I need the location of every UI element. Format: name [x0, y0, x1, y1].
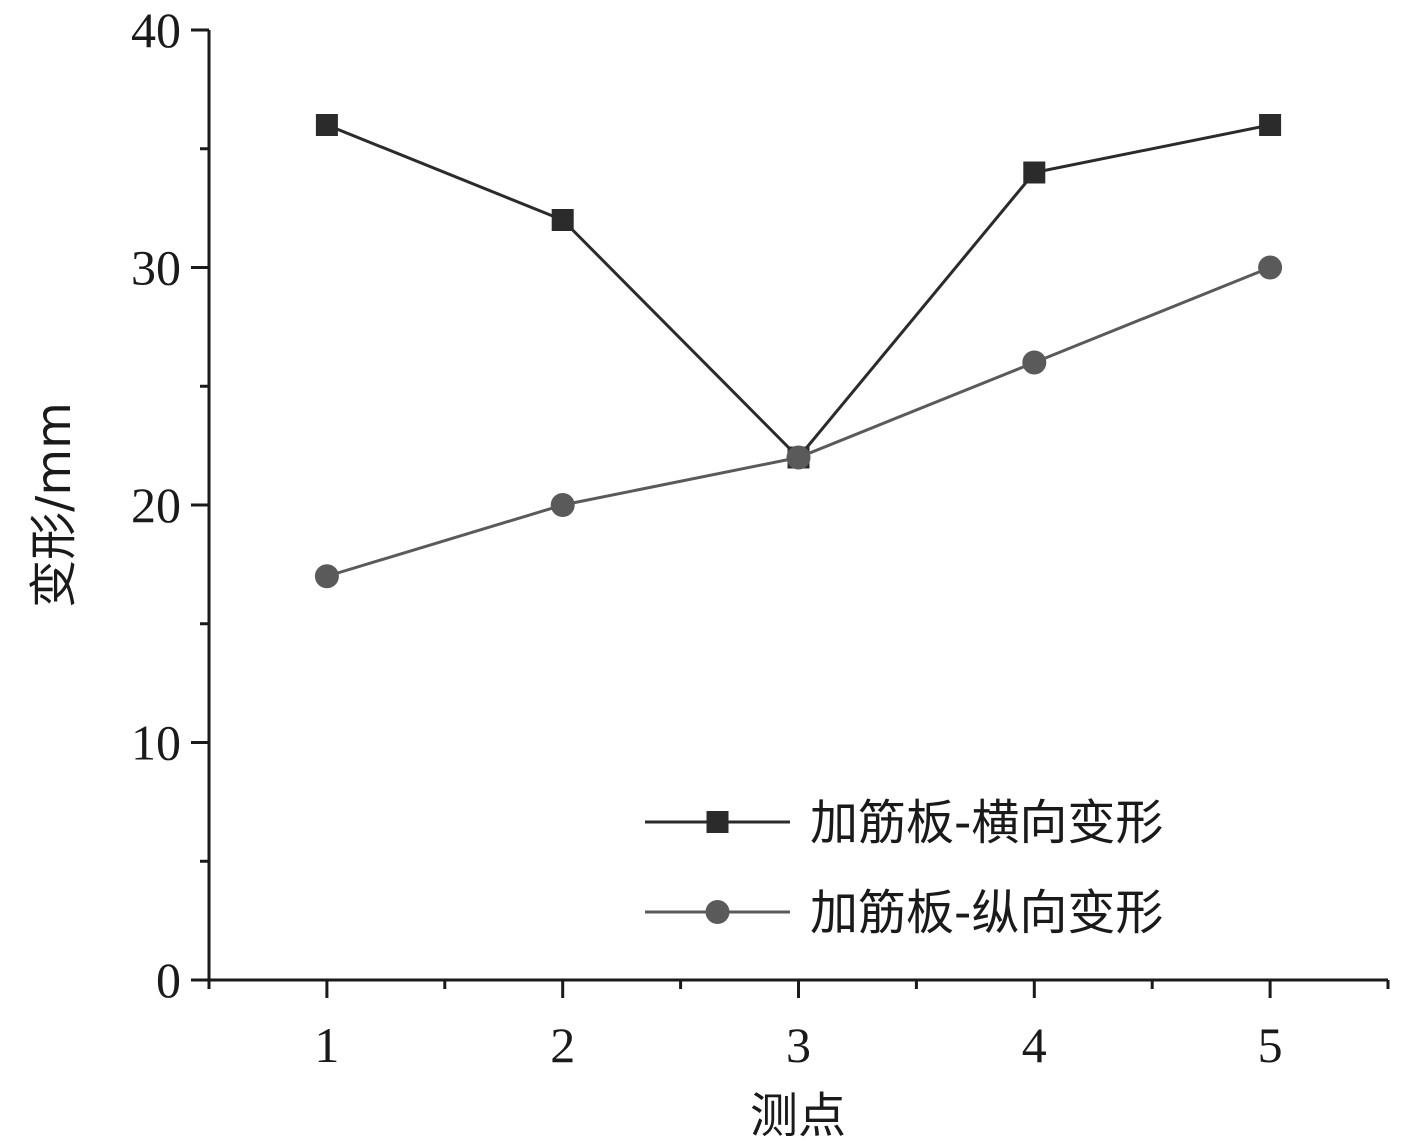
x-tick-label: 5: [1258, 1017, 1283, 1073]
data-point: [551, 209, 574, 231]
data-point: [786, 445, 811, 470]
legend-item-2: 加筋板-纵向变形: [645, 885, 1163, 941]
y-tick-label: 40: [131, 2, 181, 58]
legend-label: 加筋板-纵向变形: [810, 885, 1163, 941]
legend-label: 加筋板-横向变形: [810, 795, 1163, 851]
data-point: [1258, 255, 1283, 280]
y-tick-label: 30: [131, 240, 181, 296]
series-line: [326, 123, 1271, 460]
data-point: [550, 493, 575, 517]
axes: 0 10 20 30 40 1 2 3 4 5: [131, 2, 1390, 1073]
y-tick-label: 10: [131, 715, 181, 771]
series-2: [314, 255, 1283, 589]
legend-marker: [706, 811, 729, 833]
x-tick-label: 2: [550, 1017, 575, 1073]
data-point: [315, 114, 338, 136]
y-tick-label: 20: [131, 477, 181, 533]
y-axis-title: 变形/mm: [26, 402, 82, 608]
series-layer: [314, 114, 1283, 589]
series-1: [315, 114, 1282, 469]
data-point: [314, 564, 339, 589]
x-tick-label: 1: [314, 1017, 339, 1073]
data-point: [1023, 161, 1046, 184]
x-tick-label: 4: [1022, 1017, 1047, 1073]
legend-marker: [705, 900, 730, 924]
data-point: [1022, 350, 1047, 375]
legend-item-1: 加筋板-横向变形: [645, 795, 1163, 851]
data-point: [1259, 114, 1282, 136]
x-tick-label: 3: [786, 1017, 811, 1073]
series-line: [326, 266, 1271, 578]
x-axis-title: 测点: [750, 1088, 846, 1142]
y-tick-label: 0: [156, 952, 181, 1008]
